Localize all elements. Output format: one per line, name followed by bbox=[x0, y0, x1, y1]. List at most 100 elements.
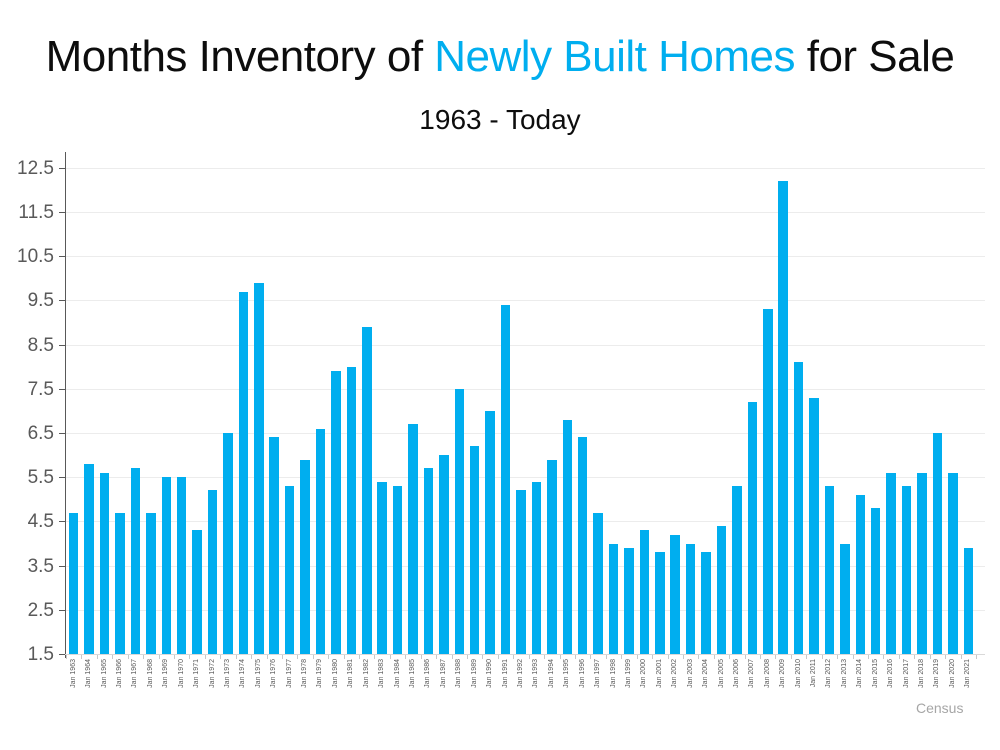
x-tick-label: Jan 1967 bbox=[131, 659, 139, 688]
x-tick-label: Jan 2019 bbox=[933, 659, 941, 688]
x-axis-minor-tick bbox=[914, 655, 916, 659]
x-tick-label: Jan 1964 bbox=[85, 659, 93, 688]
x-axis-minor-tick bbox=[266, 655, 268, 659]
x-tick-label: Jan 1963 bbox=[69, 659, 77, 688]
x-axis-minor-tick bbox=[482, 655, 484, 659]
x-tick-label: Jan 1979 bbox=[316, 659, 324, 688]
chart-title: Months Inventory of Newly Built Homes fo… bbox=[0, 32, 1000, 82]
x-tick-label: Jan 2008 bbox=[763, 659, 771, 688]
bar bbox=[500, 304, 511, 654]
x-tick-label: Jan 2011 bbox=[810, 659, 818, 688]
y-axis-tick bbox=[59, 433, 65, 434]
x-tick-label: Jan 1975 bbox=[254, 659, 262, 688]
bar bbox=[886, 472, 896, 654]
x-axis-minor-tick bbox=[436, 655, 438, 659]
bar bbox=[115, 512, 125, 654]
x-tick-label: Jan 1993 bbox=[532, 659, 540, 688]
x-axis-minor-tick bbox=[497, 655, 499, 659]
chart-title-pre: Months Inventory of bbox=[45, 32, 435, 81]
x-axis-minor-tick bbox=[868, 655, 870, 659]
gridline bbox=[66, 477, 985, 479]
bar bbox=[593, 512, 603, 654]
x-axis-minor-tick bbox=[775, 655, 777, 659]
x-axis-minor-tick bbox=[559, 655, 561, 659]
x-tick-label: Jan 1991 bbox=[501, 659, 509, 688]
x-tick-label: Jan 1971 bbox=[193, 659, 201, 688]
y-tick-label: 10.5 bbox=[17, 246, 54, 268]
x-tick-label: Jan 1970 bbox=[177, 659, 185, 688]
x-axis-minor-tick bbox=[544, 655, 546, 659]
bar bbox=[732, 486, 742, 654]
x-tick-label: Jan 1994 bbox=[547, 659, 555, 688]
x-axis-minor-tick bbox=[420, 655, 422, 659]
bar bbox=[870, 508, 881, 654]
bar bbox=[254, 282, 264, 654]
bar bbox=[608, 543, 619, 654]
bar bbox=[284, 486, 295, 654]
bar bbox=[778, 181, 788, 654]
x-tick-label: Jan 1982 bbox=[362, 659, 370, 688]
x-tick-label: Jan 1972 bbox=[208, 659, 216, 688]
bar bbox=[84, 463, 94, 654]
bar bbox=[655, 552, 665, 654]
bar bbox=[99, 472, 110, 654]
bar bbox=[454, 388, 465, 654]
bar bbox=[932, 433, 943, 654]
bar bbox=[68, 512, 79, 654]
x-tick-label: Jan 2005 bbox=[717, 659, 725, 688]
gridline bbox=[66, 344, 985, 346]
x-tick-label: Jan 1992 bbox=[517, 659, 524, 688]
x-tick-label: Jan 2017 bbox=[902, 659, 910, 688]
x-axis-minor-tick bbox=[744, 655, 746, 659]
bar bbox=[624, 547, 634, 654]
x-axis-minor-tick bbox=[852, 655, 854, 659]
bar bbox=[423, 468, 434, 654]
x-axis-minor-tick bbox=[312, 655, 314, 659]
bar bbox=[901, 486, 912, 654]
y-tick-label: 5.5 bbox=[27, 467, 54, 489]
x-tick-label: Jan 2001 bbox=[655, 659, 663, 688]
x-tick-label: Jan 1987 bbox=[439, 659, 447, 688]
x-axis-minor-tick bbox=[328, 655, 330, 659]
y-tick-label: 8.5 bbox=[27, 334, 54, 356]
y-axis-tick bbox=[59, 344, 65, 346]
bar bbox=[130, 468, 141, 654]
bar bbox=[763, 309, 773, 654]
x-tick-label: Jan 2013 bbox=[840, 659, 848, 688]
bar bbox=[824, 486, 835, 654]
bar bbox=[948, 472, 958, 654]
x-tick-label: Jan 2004 bbox=[702, 659, 710, 688]
x-axis-minor-tick bbox=[189, 655, 191, 659]
x-tick-label: Jan 1965 bbox=[100, 659, 108, 688]
x-tick-label: Jan 2002 bbox=[671, 659, 679, 688]
x-axis-minor-tick bbox=[590, 655, 592, 659]
y-axis-tick bbox=[59, 521, 65, 523]
y-axis-tick bbox=[59, 565, 65, 567]
x-axis-minor-tick bbox=[359, 655, 361, 659]
bar bbox=[670, 534, 680, 654]
x-axis-minor-tick bbox=[713, 655, 715, 659]
bar bbox=[639, 530, 650, 654]
x-axis-minor-tick bbox=[251, 655, 253, 659]
x-axis-minor-tick bbox=[204, 655, 206, 659]
x-axis-minor-tick bbox=[945, 655, 947, 659]
x-tick-label: Jan 2010 bbox=[794, 659, 802, 688]
x-tick-label: Jan 2007 bbox=[748, 659, 756, 688]
chart-title-highlight: Newly Built Homes bbox=[434, 32, 795, 81]
x-axis-line bbox=[65, 654, 985, 655]
bar bbox=[716, 525, 727, 654]
x-tick-label: Jan 1969 bbox=[162, 659, 170, 688]
x-tick-label: Jan 2014 bbox=[856, 659, 864, 688]
bar bbox=[701, 552, 711, 654]
chart-subtitle: 1963 - Today bbox=[419, 104, 581, 135]
x-tick-label: Jan 1984 bbox=[393, 659, 401, 688]
x-axis-minor-tick bbox=[81, 655, 83, 659]
bar bbox=[855, 494, 866, 654]
bar bbox=[300, 459, 310, 654]
x-tick-label: Jan 1995 bbox=[563, 659, 571, 688]
bar bbox=[809, 397, 819, 654]
x-tick-label: Jan 2009 bbox=[779, 659, 787, 688]
bar bbox=[485, 410, 495, 654]
x-axis-minor-tick bbox=[790, 655, 792, 659]
bar bbox=[392, 486, 403, 654]
